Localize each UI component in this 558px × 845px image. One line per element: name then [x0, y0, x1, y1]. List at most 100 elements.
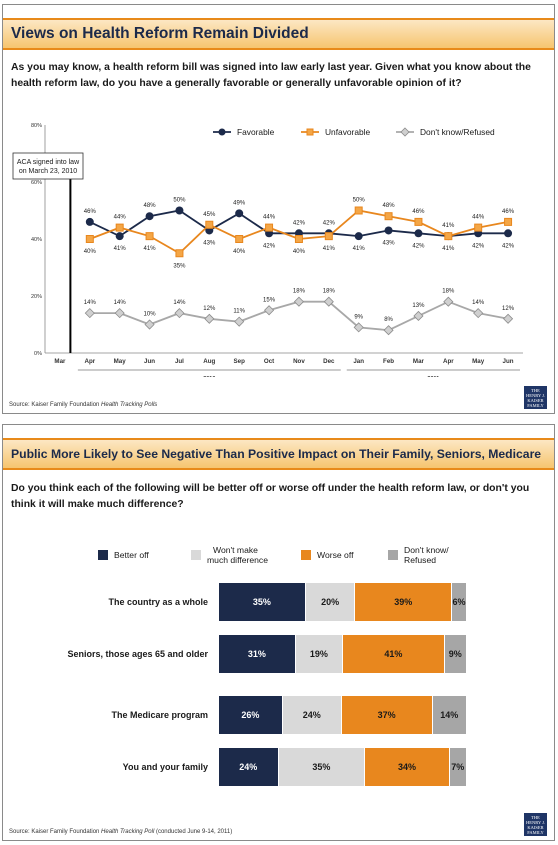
- favorable-point: [504, 229, 513, 238]
- y-tick-label: 20%: [31, 294, 42, 300]
- legend-item-no-difference: Won't make much difference: [191, 545, 268, 565]
- bar-segment: 6%: [452, 583, 467, 621]
- favorable-point: [175, 206, 184, 215]
- source-note: Source: Kaiser Family Foundation Health …: [9, 402, 157, 408]
- dont-know-data-label: 14%: [173, 300, 186, 306]
- favorable-data-label: 46%: [84, 209, 97, 215]
- bar-segment: 7%: [449, 748, 467, 786]
- legend-label: Won't make: [213, 545, 258, 555]
- favorable-data-label: 42%: [293, 220, 306, 226]
- legend-label: Don't know/Refused: [420, 127, 495, 137]
- favorable-data-label: 42%: [412, 243, 425, 249]
- dont-know-point: [413, 310, 424, 322]
- unfavorable-data-label: 41%: [144, 246, 157, 252]
- legend-swatch: [191, 550, 201, 560]
- y-tick-label: 0%: [34, 351, 42, 357]
- dont-know-point: [204, 313, 215, 324]
- source-italic: Health Tracking Polls: [101, 402, 158, 408]
- bar-segment: 37%: [341, 696, 433, 734]
- dont-know-point: [323, 296, 334, 307]
- bar-value-label: 24%: [239, 762, 258, 772]
- legend-marker-favorable: [218, 128, 226, 136]
- x-tick-label: Apr: [443, 358, 454, 365]
- dont-know-data-label: 14%: [114, 300, 127, 306]
- favorable-data-label: 43%: [383, 240, 396, 246]
- dont-know-data-label: 9%: [354, 314, 363, 320]
- unfavorable-point: [235, 235, 244, 243]
- slide-title: Views on Health Reform Remain Divided: [11, 25, 309, 42]
- favorable-point: [85, 217, 94, 226]
- favorable-data-label: 41%: [353, 246, 366, 252]
- dont-know-data-label: 13%: [412, 303, 425, 309]
- legend-label: Don't know/: [404, 545, 449, 555]
- unfavorable-point: [85, 235, 94, 243]
- bar-segment: 31%: [219, 635, 296, 673]
- bar-segment: 35%: [219, 583, 306, 621]
- kff-logo: THE HENRY J. KAISER FAMILY FOUNDATION: [524, 386, 553, 413]
- dont-know-point: [263, 305, 275, 316]
- x-tick-label: Jul: [175, 358, 184, 365]
- favorable-point: [384, 226, 393, 235]
- bar-segment: 41%: [342, 635, 445, 673]
- unfavorable-point: [205, 220, 214, 229]
- legend-label: Worse off: [317, 550, 354, 560]
- bar-value-label: 35%: [312, 762, 331, 772]
- favorable-data-label: 42%: [263, 243, 276, 249]
- favorable-data-label: 43%: [203, 240, 216, 246]
- x-tick-label: Oct: [264, 358, 274, 365]
- bar-segment: 14%: [432, 696, 467, 734]
- bar-value-label: 9%: [448, 649, 462, 659]
- unfavorable-data-label: 50%: [353, 198, 366, 204]
- favorable-data-label: 48%: [144, 203, 157, 209]
- unfavorable-data-label: 46%: [412, 209, 425, 215]
- x-tick-label: Feb: [383, 358, 394, 365]
- unfavorable-data-label: 44%: [472, 215, 485, 221]
- bar-value-label: 31%: [247, 649, 266, 659]
- favorable-data-label: 41%: [442, 223, 455, 229]
- favorable-point: [115, 232, 124, 241]
- favorable-point: [414, 229, 423, 238]
- dont-know-data-label: 14%: [84, 300, 97, 306]
- chart-legend: Better off Won't make much difference Wo…: [3, 540, 556, 570]
- dont-know-point: [234, 316, 245, 327]
- dont-know-point: [174, 308, 185, 319]
- legend-label: Refused: [404, 555, 437, 565]
- dont-know-data-label: 15%: [263, 297, 276, 303]
- dont-know-data-label: 18%: [442, 289, 455, 295]
- dont-know-data-label: 8%: [384, 317, 393, 323]
- unfavorable-point: [384, 212, 393, 221]
- bar-segment: 39%: [355, 583, 453, 621]
- unfavorable-point: [474, 223, 483, 232]
- bar-row: 35% 20% 39% 6%: [219, 583, 467, 621]
- unfavorable-data-label: 40%: [233, 249, 246, 255]
- dont-know-point: [383, 325, 394, 336]
- source-note: Source: Kaiser Family Foundation Health …: [9, 829, 232, 835]
- unfavorable-point: [354, 206, 363, 215]
- x-tick-label: Nov: [293, 358, 305, 365]
- bar-segment: 20%: [305, 583, 356, 621]
- title-bar: Public More Likely to See Negative Than …: [3, 438, 554, 470]
- x-tick-label: Jun: [503, 358, 514, 365]
- aca-annotation-box: [12, 152, 84, 180]
- unfavorable-data-label: 48%: [383, 203, 396, 209]
- unfavorable-point: [414, 217, 423, 226]
- x-tick-label: Sep: [234, 358, 246, 365]
- x-tick-label: May: [472, 358, 485, 365]
- bar-segment: 35%: [278, 748, 366, 786]
- unfavorable-data-label: 40%: [84, 249, 97, 255]
- favorable-point: [354, 232, 363, 241]
- favorable-point: [235, 209, 244, 218]
- year-label: 2011: [427, 376, 439, 377]
- unfavorable-data-label: 41%: [323, 246, 336, 252]
- bar-value-label: 7%: [451, 762, 465, 772]
- dont-know-data-label: 18%: [323, 289, 336, 295]
- legend-label: Unfavorable: [325, 127, 371, 137]
- favorable-data-label: 50%: [173, 198, 186, 204]
- bar-row: 31% 19% 41% 9%: [219, 635, 467, 673]
- bar-value-label: 41%: [384, 649, 403, 659]
- bar-value-label: 20%: [321, 597, 340, 607]
- unfavorable-point: [294, 235, 303, 243]
- x-tick-label: Jun: [144, 358, 155, 365]
- line-chart: 0% 20% 40% 60% 80% Mar Apr May Jun Jul Aug Sep Oct No…: [12, 123, 523, 377]
- dont-know-data-label: 18%: [293, 289, 306, 295]
